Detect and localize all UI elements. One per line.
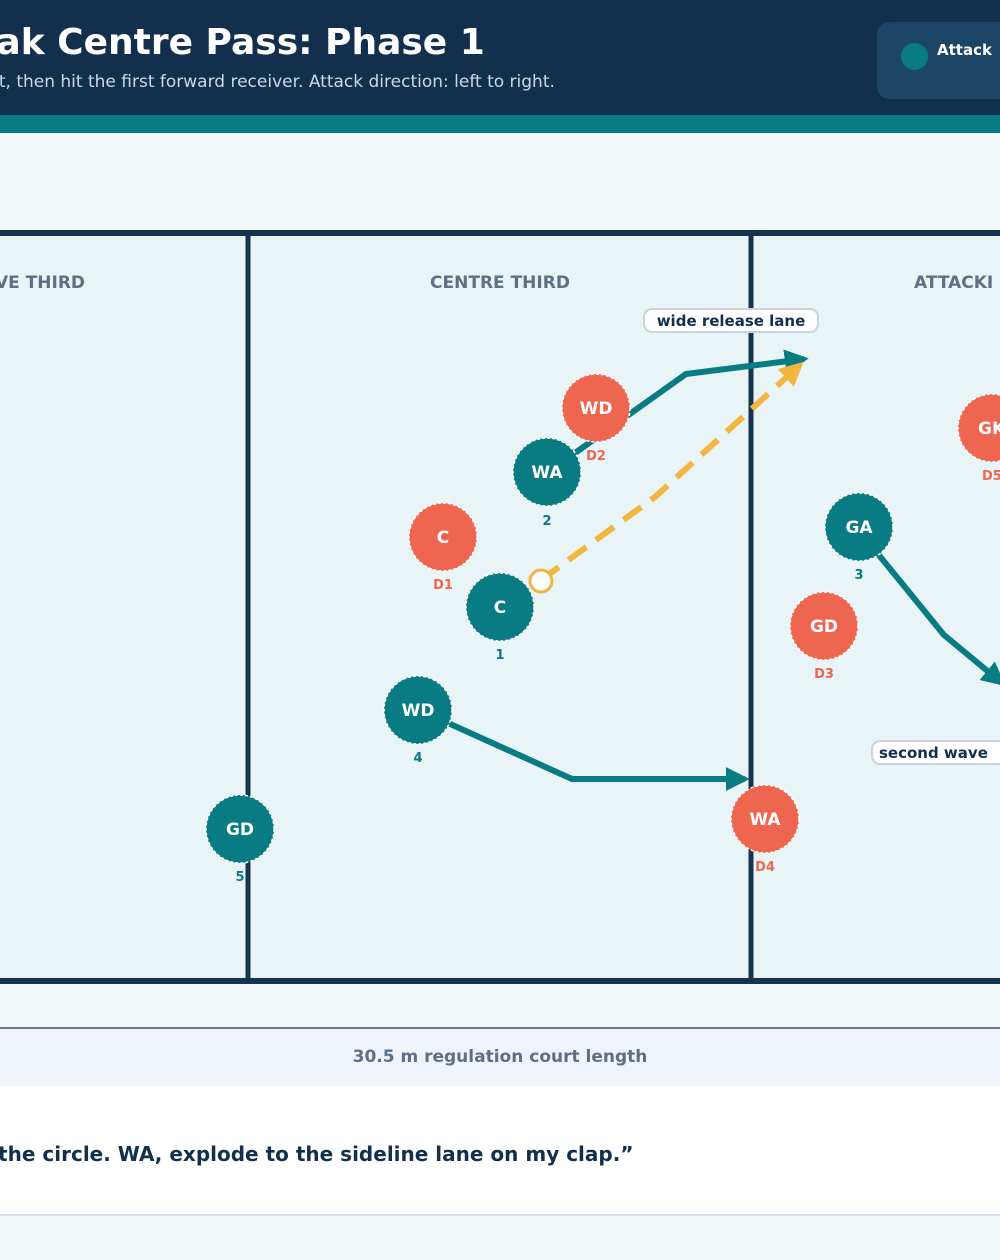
defender-gd-token: GD D3: [789, 591, 859, 682]
defender-number: D5: [982, 469, 1000, 484]
attacker-gd-token: GD 5: [205, 794, 275, 885]
attacker-number: 5: [235, 870, 244, 885]
defender-number: D1: [433, 578, 453, 593]
player-tokens: WD D2 WA 2 C D1 C 1 GA 3: [205, 373, 1000, 885]
legend: Attack: [877, 22, 1000, 99]
attacker-position: WD: [402, 701, 435, 721]
attacker-number: 2: [542, 514, 551, 529]
attacker-wa-token: WA 2: [512, 437, 582, 529]
court-area: VE THIRD CENTRE THIRD ATTACKI WD D2 WA 2…: [0, 133, 1000, 1028]
defender-position: WA: [749, 810, 781, 830]
header: eak Centre Pass: Phase 1 st, then hit th…: [0, 0, 1000, 115]
attacker-position: GD: [226, 820, 254, 840]
attacker-number: 4: [413, 751, 422, 766]
defender-position: GD: [810, 617, 838, 637]
coach-quote-card: in the circle. WA, explode to the sideli…: [0, 1086, 1000, 1216]
attacker-position: WA: [531, 463, 563, 483]
pass-arrow: [539, 361, 804, 583]
defensive-third-label: VE THIRD: [0, 273, 85, 293]
ga-run-arrow: [875, 552, 1000, 687]
defender-number: D3: [814, 667, 834, 682]
defender-position: C: [437, 528, 449, 548]
defender-position: WD: [580, 399, 613, 419]
annotation-wide-lane: wide release lane: [643, 308, 819, 333]
page-subtitle: st, then hit the first forward receiver.…: [0, 72, 555, 92]
coach-quote: in the circle. WA, explode to the sideli…: [0, 1142, 634, 1166]
defender-wa-token: WA D4: [730, 784, 800, 875]
court-length-label: 30.5 m regulation court length: [0, 1027, 1000, 1088]
court-diagram: VE THIRD CENTRE THIRD ATTACKI WD D2 WA 2…: [0, 230, 1000, 984]
attacker-position: C: [494, 598, 506, 618]
wd-run-arrow: [446, 720, 750, 791]
attacking-third-label: ATTACKI: [914, 273, 993, 293]
annotation-label: second wave: [879, 744, 988, 762]
attacker-number: 3: [854, 568, 863, 583]
footer-strip: [0, 1216, 1000, 1260]
annotation-second-wave: second wave: [871, 740, 1000, 765]
annotation-label: wide release lane: [657, 312, 806, 330]
centre-third-label: CENTRE THIRD: [430, 273, 570, 293]
defender-gk-token: GK D5: [957, 393, 1000, 484]
attacker-position: GA: [845, 518, 873, 538]
ball-icon: [528, 568, 554, 594]
defender-wd-token: WD D2: [561, 373, 631, 464]
attacker-wd-token: WD 4: [383, 675, 453, 766]
defender-number: D2: [586, 449, 606, 464]
defender-number: D4: [755, 860, 775, 875]
defender-c-token: C D1: [408, 502, 478, 593]
attack-legend-swatch: [901, 43, 928, 70]
attacker-ga-token: GA 3: [824, 492, 894, 583]
attacker-number: 1: [495, 648, 504, 663]
attack-legend-label: Attack: [937, 41, 992, 59]
defender-position: GK: [978, 419, 1000, 439]
page-title: eak Centre Pass: Phase 1: [0, 22, 485, 63]
attacker-c-token: C 1: [465, 572, 535, 663]
accent-band: [0, 115, 1000, 133]
